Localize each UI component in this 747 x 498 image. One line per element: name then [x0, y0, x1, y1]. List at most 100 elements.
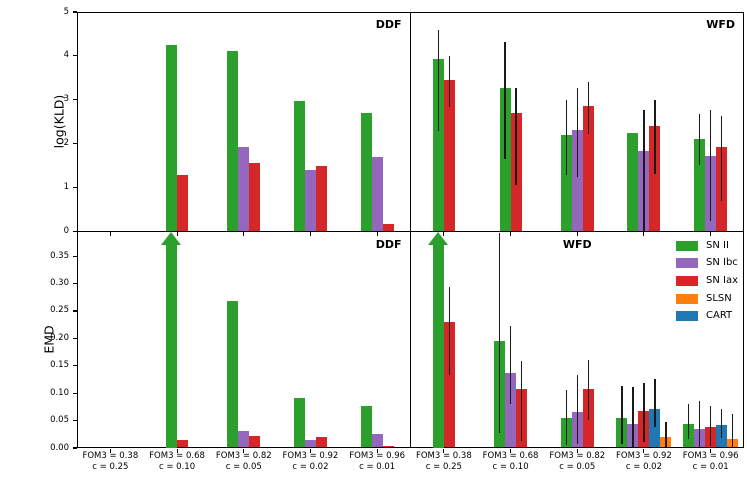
- x-tick-label-line2: c = 0.10: [158, 462, 196, 472]
- panel-wfd-kld: [411, 12, 745, 232]
- x-tick-mark-inner: [710, 232, 712, 237]
- x-tick-mark-inner: [510, 232, 512, 237]
- y-tick-mark: [73, 143, 77, 145]
- x-tick-mark-inner: [376, 232, 378, 237]
- x-tick-mark: [176, 448, 178, 453]
- x-tick-label-line1: FOM3 = 0.96: [682, 451, 739, 461]
- bar-sn-ii: [560, 134, 572, 232]
- x-tick-label-line2: c = 0.01: [359, 462, 396, 472]
- y-tick-mark: [73, 337, 77, 339]
- panel-divider-horizontal: [77, 230, 744, 233]
- x-tick-label-line1: FOM3 = 0.82: [549, 451, 606, 461]
- error-bar: [654, 379, 656, 427]
- error-bar: [621, 386, 623, 444]
- bar-sn-iax: [649, 125, 661, 232]
- x-tick-label-line2: c = 0.25: [425, 462, 462, 472]
- y-axis-label-kld: log(KLD): [51, 94, 67, 149]
- panel-ddf-kld: [77, 12, 411, 232]
- x-tick-label-line2: c = 0.10: [492, 462, 529, 472]
- x-tick-label-line2: c = 0.05: [225, 462, 262, 472]
- y-tick-mark: [73, 310, 77, 312]
- error-bar: [515, 88, 517, 185]
- x-tick-label-line2: c = 0.25: [92, 462, 129, 472]
- bar-sn-iax: [443, 322, 455, 448]
- bar-sn-ibc: [371, 156, 383, 232]
- y-tick-mark: [73, 420, 77, 422]
- bar-sn-ii: [627, 133, 639, 232]
- error-bar: [437, 29, 439, 131]
- bar-sn-ii: [293, 101, 305, 232]
- x-tick-label-line2: c = 0.02: [292, 462, 329, 472]
- x-tick-label-line2: c = 0.05: [559, 462, 596, 472]
- error-bar: [721, 116, 723, 202]
- x-tick-label-line2: c = 0.02: [625, 462, 662, 472]
- error-bar: [587, 81, 589, 135]
- bar-sn-ibc: [304, 439, 316, 448]
- error-bar: [587, 359, 589, 421]
- panel-label-ddf-kld: DDF: [375, 18, 402, 31]
- legend-swatch-sn-ii: [676, 240, 698, 251]
- x-tick-mark: [710, 448, 712, 453]
- y-axis-label-emd: EMD: [41, 325, 57, 354]
- y-tick-label: 0.10: [50, 387, 69, 398]
- error-bar: [448, 55, 450, 108]
- bar-sn-ii: [694, 138, 706, 232]
- x-tick-mark: [510, 448, 512, 453]
- y-tick-label: 0.00: [50, 442, 69, 453]
- legend-swatch-slsn: [676, 293, 698, 304]
- bar-sn-iax: [315, 437, 327, 448]
- y-tick-label: 3: [63, 94, 69, 105]
- y-tick-label: 0.05: [50, 415, 69, 426]
- x-tick-mark: [443, 448, 445, 453]
- y-tick-label: 0: [63, 226, 69, 236]
- bar-sn-iax: [443, 79, 455, 232]
- bar-sn-ibc: [371, 434, 383, 448]
- legend-entry-sn-ibc: SN Ibc: [676, 255, 738, 273]
- bar-cart: [649, 409, 661, 448]
- bar-sn-ii: [499, 88, 511, 232]
- legend-label: SN II: [706, 239, 729, 251]
- panel-wfd-emd: [411, 232, 745, 449]
- x-tick-label-line1: FOM3 = 0.68: [149, 451, 205, 461]
- legend-swatch-sn-iax: [676, 275, 698, 286]
- bar-sn-iax: [315, 165, 327, 232]
- y-tick-mark: [73, 99, 77, 101]
- bar-sn-ibc: [304, 170, 316, 232]
- error-bar: [710, 405, 712, 447]
- y-tick-mark: [73, 187, 77, 189]
- bar-sn-iax: [382, 445, 394, 448]
- error-bar: [654, 99, 656, 175]
- x-tick-label-line1: FOM3 = 0.92: [282, 451, 339, 461]
- error-bar: [665, 421, 667, 448]
- x-tick-mark-inner: [643, 232, 645, 237]
- x-tick-label-line1: FOM3 = 0.82: [215, 451, 272, 461]
- bar-sn-iax: [177, 440, 189, 448]
- bar-sn-ibc: [238, 146, 250, 232]
- panel-label-wfd-emd: WFD: [562, 237, 592, 251]
- legend-entry-cart: CART: [676, 307, 738, 325]
- error-bar: [632, 387, 634, 448]
- bar-sn-ibc: [571, 129, 583, 232]
- y-tick-mark: [73, 365, 77, 367]
- bar-sn-ii: [227, 51, 239, 232]
- bar-sn-ii: [293, 397, 305, 448]
- y-tick-mark: [73, 55, 77, 57]
- offscale-arrow-head-sn-ii: [161, 232, 182, 245]
- bar-sn-ii: [166, 44, 178, 232]
- bar-sn-iax: [249, 162, 261, 232]
- panel-label-wfd-kld: WFD: [706, 18, 735, 31]
- error-bar: [509, 326, 512, 404]
- x-tick-mark: [576, 448, 578, 453]
- x-tick-mark-inner: [243, 232, 245, 237]
- x-tick-label-line2: c = 0.01: [692, 462, 729, 472]
- y-tick-label: 0.20: [50, 332, 69, 343]
- x-tick-mark: [309, 448, 311, 453]
- error-bar: [504, 42, 506, 159]
- legend-entry-sn-ii: SN II: [676, 237, 738, 255]
- x-tick-mark: [243, 448, 245, 453]
- bar-sn-ii: [432, 59, 444, 232]
- error-bar: [520, 361, 523, 442]
- error-bar: [576, 87, 578, 178]
- y-tick-label: 0.30: [50, 278, 69, 289]
- x-tick-label-line1: FOM3 = 0.38: [82, 451, 139, 461]
